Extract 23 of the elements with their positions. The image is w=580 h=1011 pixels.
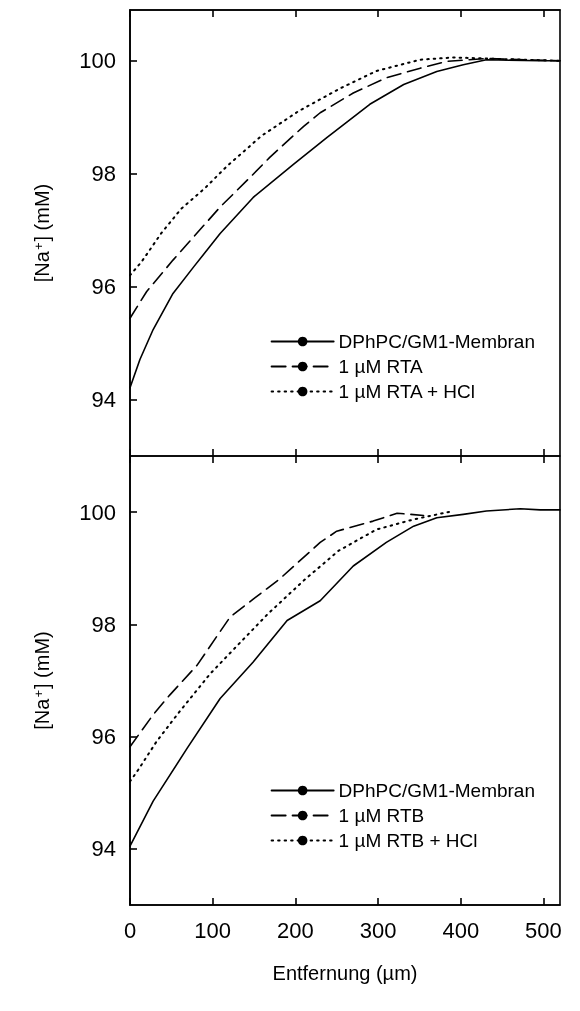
legend-label: 1 µM RTA [338,356,424,377]
y-tick-label: 100 [79,499,116,525]
y-tick-label: 96 [91,274,116,300]
y-tick-label: 94 [91,836,116,862]
legend-label: 1 µM RTB + HCl [338,830,478,851]
y-tick-label: 98 [91,161,116,187]
x-tick-label: 0 [123,917,137,943]
x-tick-label: 500 [525,917,562,943]
y-tick-label: 100 [79,48,116,74]
legend-label: 1 µM RTB [338,805,425,826]
x-tick-label: 300 [359,917,397,943]
y-axis-title: [Na+] (mM) [31,183,53,283]
x-tick-label: 100 [194,917,232,943]
y-tick-label: 96 [91,724,116,750]
y-axis-title: [Na+] (mM) [31,631,53,730]
y-tick-label: 98 [91,611,116,637]
x-axis-title: Entfernung (µm) [272,962,418,984]
legend-label: 1 µM RTA + HCl [338,381,476,402]
x-tick-label: 400 [442,917,480,943]
legend-label: DPhPC/GM1-Membran [338,331,536,352]
legend-label: DPhPC/GM1-Membran [338,780,536,801]
y-tick-label: 94 [91,387,116,413]
x-tick-label: 200 [277,917,314,943]
